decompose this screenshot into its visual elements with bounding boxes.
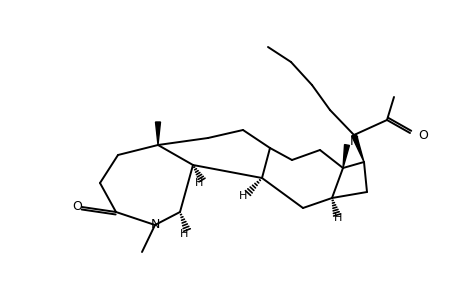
Text: O: O xyxy=(417,128,427,142)
Text: O: O xyxy=(72,200,82,214)
Text: N: N xyxy=(150,218,159,232)
Text: H: H xyxy=(195,178,203,188)
Text: H: H xyxy=(179,229,188,239)
Text: H: H xyxy=(238,191,246,201)
Polygon shape xyxy=(155,122,160,145)
Polygon shape xyxy=(351,134,363,162)
Text: N: N xyxy=(348,135,358,148)
Polygon shape xyxy=(342,145,349,168)
Text: H: H xyxy=(333,213,341,223)
